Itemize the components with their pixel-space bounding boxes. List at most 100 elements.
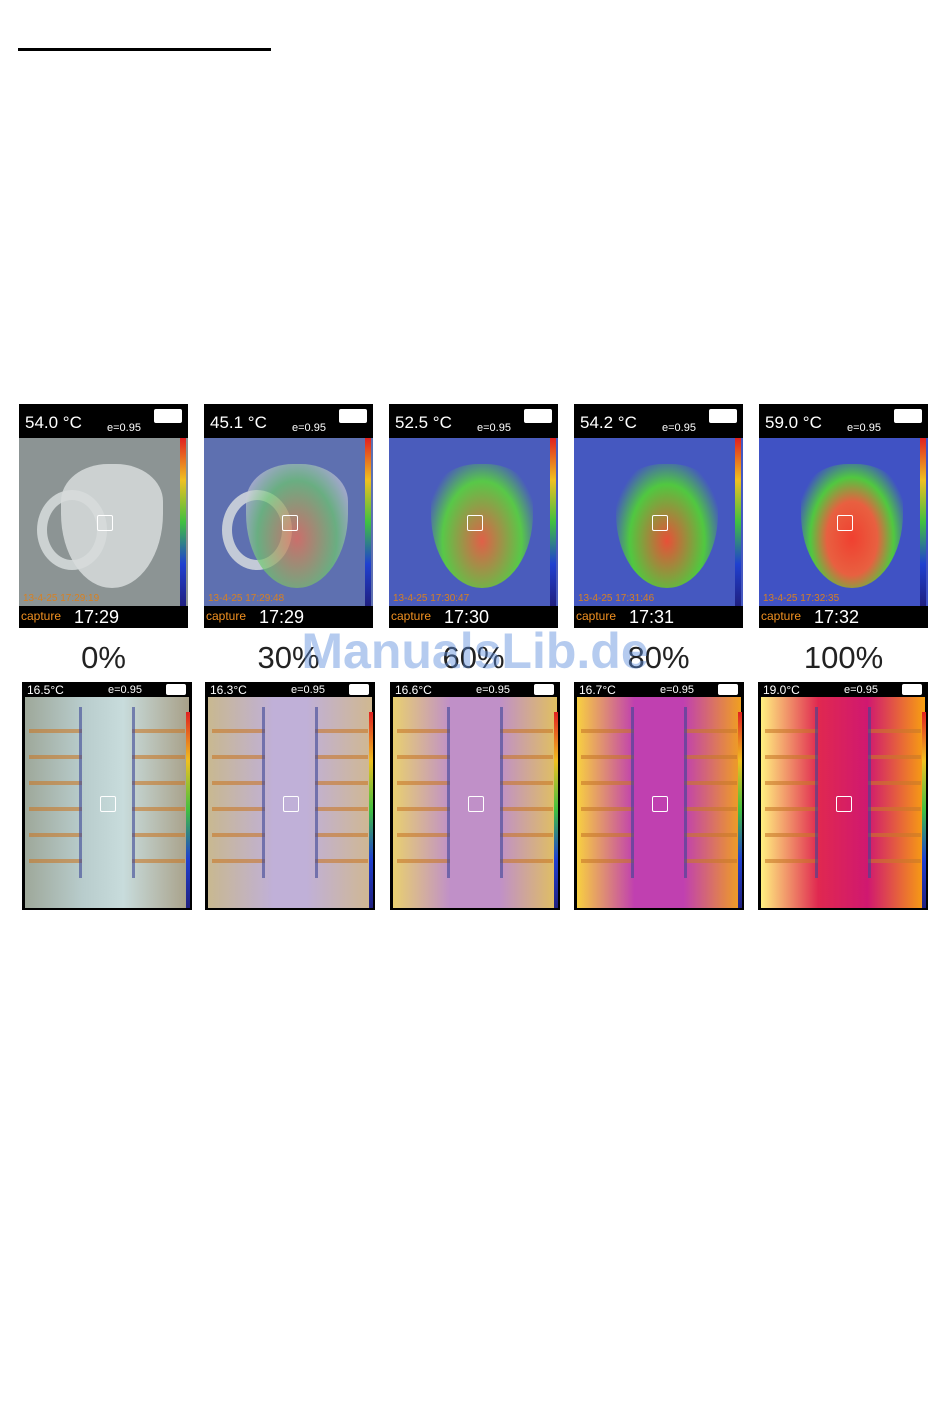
footer-bar: capture 17:31 [574,606,743,628]
crosshair [96,515,113,531]
battery-icon [534,684,554,695]
mode-label: capture [206,609,247,623]
battery-icon [524,409,552,423]
color-scale [922,712,926,908]
crosshair [283,795,299,812]
crosshair [836,515,853,531]
crosshair [100,795,116,812]
warehouse-screen: 16.5°C e=0.95 [22,682,192,910]
rack [581,707,634,878]
crosshair [281,515,298,531]
footer-bar: capture 17:32 [759,606,928,628]
warehouse-screen: 19.0°C e=0.95 [758,682,928,910]
battery-icon [166,684,186,695]
thermal-image [574,438,743,606]
thermal-image [389,438,558,606]
warehouse-screen: 16.3°C e=0.95 [205,682,375,910]
crosshair [466,515,483,531]
emissivity: e=0.95 [662,422,696,434]
temperature: 16.5°C [27,683,64,697]
cup-screen: 54.2 °C e=0.95 13-4-25 17:31:46 capture 17:3… [574,404,743,628]
rack [397,707,450,878]
status-bar: 54.2 °C e=0.95 [574,404,743,438]
temperature: 16.7°C [579,683,616,697]
blend-label: 60% [442,640,505,675]
status-bar: 52.5 °C e=0.95 [389,404,558,438]
footer-bar: capture 17:30 [389,606,558,628]
clock: 17:31 [629,607,675,627]
battery-icon [339,409,367,423]
rack [765,707,818,878]
temperature: 16.6°C [395,683,432,697]
temperature: 54.0 °C [25,413,82,432]
cup-screen: 45.1 °C e=0.95 13-4-25 17:29:48 capture 17:2… [204,404,373,628]
mode-label: capture [21,609,62,623]
footer-bar: capture 17:29 [19,606,188,628]
blend-label: 0% [81,640,126,675]
crosshair [651,515,668,531]
timestamp: 13-4-25 17:29:19 [23,593,100,604]
temperature: 54.2 °C [580,413,637,432]
clock: 17:30 [444,607,490,627]
emissivity: e=0.95 [476,684,510,696]
rack [132,707,185,878]
emissivity: e=0.95 [844,684,878,696]
temperature: 59.0 °C [765,413,822,432]
thermal-image [393,697,557,908]
status-bar: 19.0°C e=0.95 [758,682,928,697]
footer-bar: capture 17:29 [204,606,373,628]
color-scale [735,438,741,606]
rack [212,707,265,878]
color-scale [365,438,371,606]
thermal-image [208,697,372,908]
blend-label: 30% [257,640,320,675]
rack [500,707,553,878]
emissivity: e=0.95 [107,422,141,434]
status-bar: 59.0 °C e=0.95 [759,404,928,438]
color-scale [369,712,373,908]
timestamp: 13-4-25 17:29:48 [208,593,285,604]
clock: 17:32 [814,607,860,627]
mode-label: capture [761,609,802,623]
color-scale [554,712,558,908]
battery-icon [902,684,922,695]
color-scale [550,438,556,606]
crosshair [468,795,484,812]
timestamp: 13-4-25 17:30:47 [393,593,470,604]
clock: 17:29 [74,607,120,627]
emissivity: e=0.95 [291,684,325,696]
cup-screen: 54.0 °C e=0.95 13-4-25 17:29:19 capture 17:2… [19,404,188,628]
watermark: ManualsLib.de [301,623,649,679]
status-bar: 16.6°C e=0.95 [390,682,560,697]
clock: 17:29 [259,607,305,627]
crosshair [836,795,852,812]
crosshair [652,795,668,812]
mode-label: capture [576,609,617,623]
color-scale [920,438,926,606]
warehouse-screen: 16.7°C e=0.95 [574,682,744,910]
battery-icon [349,684,369,695]
rack [868,707,921,878]
thermal-image [19,438,188,606]
battery-icon [894,409,922,423]
thermal-image [25,697,189,908]
blend-label: 100% [803,640,884,675]
rack [29,707,82,878]
status-bar: 16.7°C e=0.95 [574,682,744,697]
status-bar: 16.3°C e=0.95 [205,682,375,697]
emissivity: e=0.95 [292,422,326,434]
battery-icon [718,684,738,695]
timestamp: 13-4-25 17:31:46 [578,593,655,604]
battery-icon [154,409,182,423]
emissivity: e=0.95 [847,422,881,434]
thermal-image [577,697,741,908]
temperature: 52.5 °C [395,413,452,432]
cup-screen: 59.0 °C e=0.95 13-4-25 17:32:35 capture 17:3… [759,404,928,628]
rack [684,707,737,878]
temperature: 45.1 °C [210,413,267,432]
battery-icon [709,409,737,423]
blend-label: 80% [627,640,690,675]
thermal-image [759,438,928,606]
emissivity: e=0.95 [660,684,694,696]
